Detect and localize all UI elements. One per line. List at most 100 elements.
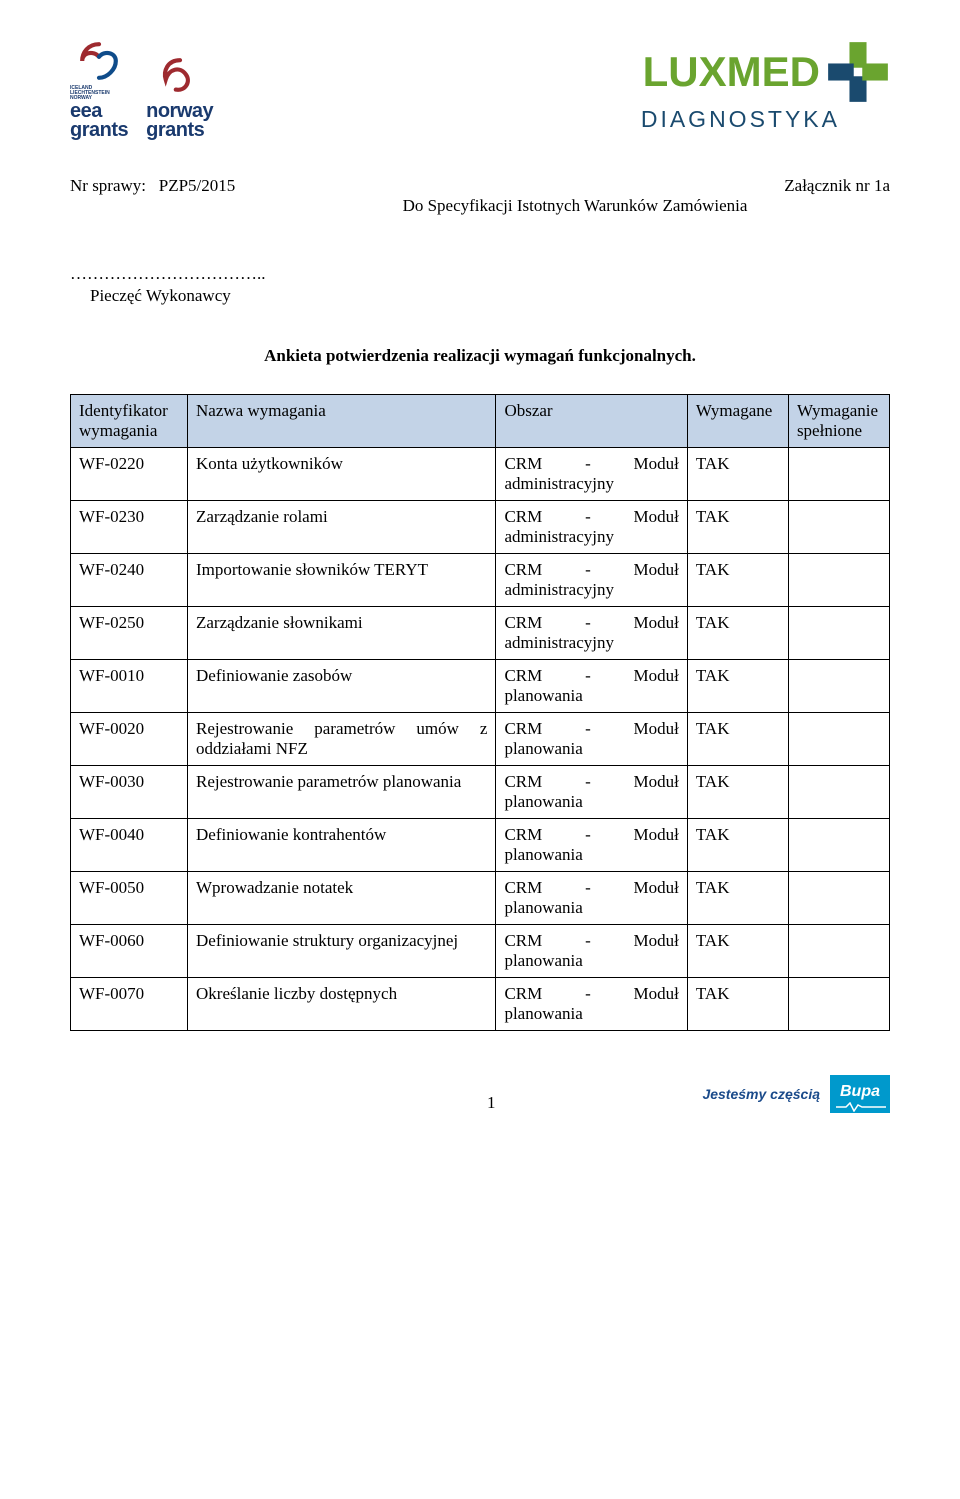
- cell-required: TAK: [687, 607, 788, 660]
- bupa-tagline: Jesteśmy częścią: [702, 1086, 820, 1102]
- cell-id: WF-0010: [71, 660, 188, 713]
- cell-fulfilled: [788, 713, 889, 766]
- cell-fulfilled: [788, 501, 889, 554]
- cell-area: CRM-Moduładministracyjny: [496, 501, 687, 554]
- table-row: WF-0220Konta użytkownikówCRM-Moduładmini…: [71, 448, 890, 501]
- cell-area: CRM-Moduładministracyjny: [496, 448, 687, 501]
- cell-name: Rejestrowanie parametrów umów z oddziała…: [188, 713, 496, 766]
- cell-name: Konta użytkowników: [188, 448, 496, 501]
- cell-id: WF-0240: [71, 554, 188, 607]
- cell-name: Definiowanie struktury organizacyjnej: [188, 925, 496, 978]
- cell-required: TAK: [687, 713, 788, 766]
- cell-area: CRM-Moduładministracyjny: [496, 554, 687, 607]
- cell-required: TAK: [687, 660, 788, 713]
- case-no-value: PZP5/2015: [159, 176, 236, 195]
- cell-area: CRM-Modułplanowania: [496, 660, 687, 713]
- cell-fulfilled: [788, 872, 889, 925]
- cell-required: TAK: [687, 448, 788, 501]
- cell-name: Rejestrowanie parametrów planowania: [188, 766, 496, 819]
- luxmed-main-text: LUXMED: [643, 51, 820, 93]
- luxmed-logo: LUXMED DIAGNOSTYKA: [641, 40, 890, 133]
- requirements-table: Identyfikator wymagania Nazwa wymagania …: [70, 394, 890, 1031]
- norway-grants-logo: norwaygrants: [146, 56, 213, 140]
- cell-id: WF-0040: [71, 819, 188, 872]
- cell-name: Wprowadzanie notatek: [188, 872, 496, 925]
- cell-name: Definiowanie zasobów: [188, 660, 496, 713]
- table-row: WF-0250Zarządzanie słownikamiCRM-Moduład…: [71, 607, 890, 660]
- bupa-mark: Bupa: [830, 1075, 890, 1113]
- cell-name: Definiowanie kontrahentów: [188, 819, 496, 872]
- cell-area: CRM-Modułplanowania: [496, 713, 687, 766]
- luxmed-sub-text: DIAGNOSTYKA: [641, 106, 840, 133]
- cell-area: CRM-Modułplanowania: [496, 925, 687, 978]
- heartbeat-icon: [836, 1102, 886, 1112]
- th-area: Obszar: [496, 395, 687, 448]
- bupa-mark-text: Bupa: [840, 1083, 880, 1100]
- cell-fulfilled: [788, 660, 889, 713]
- table-row: WF-0060Definiowanie struktury organizacy…: [71, 925, 890, 978]
- table-row: WF-0010Definiowanie zasobówCRM-Modułplan…: [71, 660, 890, 713]
- eea-text: eeagrants: [70, 102, 128, 140]
- cell-required: TAK: [687, 978, 788, 1031]
- cell-required: TAK: [687, 554, 788, 607]
- table-row: WF-0230Zarządzanie rolamiCRM-Moduładmini…: [71, 501, 890, 554]
- luxmed-cross-icon: [826, 40, 890, 104]
- cell-name: Zarządzanie słownikami: [188, 607, 496, 660]
- eea-swirl-icon: [78, 40, 120, 82]
- cell-id: WF-0220: [71, 448, 188, 501]
- cell-id: WF-0230: [71, 501, 188, 554]
- grants-logos-group: ICELAND LIECHTENSTEIN NORWAY eeagrants n…: [70, 40, 213, 140]
- cell-fulfilled: [788, 819, 889, 872]
- cell-required: TAK: [687, 819, 788, 872]
- th-fulfilled: Wymaganie spełnione: [788, 395, 889, 448]
- header-logos: ICELAND LIECHTENSTEIN NORWAY eeagrants n…: [70, 40, 890, 140]
- cell-required: TAK: [687, 872, 788, 925]
- eea-grants-logo: ICELAND LIECHTENSTEIN NORWAY eeagrants: [70, 40, 128, 140]
- cell-required: TAK: [687, 501, 788, 554]
- table-row: WF-0030Rejestrowanie parametrów planowan…: [71, 766, 890, 819]
- case-number: Nr sprawy: PZP5/2015: [70, 176, 235, 196]
- cell-id: WF-0020: [71, 713, 188, 766]
- cell-required: TAK: [687, 766, 788, 819]
- cell-name: Zarządzanie rolami: [188, 501, 496, 554]
- cell-id: WF-0030: [71, 766, 188, 819]
- table-row: WF-0020Rejestrowanie parametrów umów z o…: [71, 713, 890, 766]
- norway-text: norwaygrants: [146, 102, 213, 140]
- table-row: WF-0240Importowanie słowników TERYTCRM-M…: [71, 554, 890, 607]
- th-name: Nazwa wymagania: [188, 395, 496, 448]
- th-id: Identyfikator wymagania: [71, 395, 188, 448]
- table-row: WF-0070Określanie liczby dostępnychCRM-M…: [71, 978, 890, 1031]
- signature-dots: ……………………………..: [70, 264, 890, 284]
- page-number: 1: [190, 1093, 702, 1113]
- cell-area: CRM-Modułplanowania: [496, 819, 687, 872]
- cell-fulfilled: [788, 448, 889, 501]
- page-footer: 1 Jesteśmy częścią Bupa: [70, 1075, 890, 1113]
- stamp-label: Pieczęć Wykonawcy: [90, 286, 890, 306]
- cell-name: Importowanie słowników TERYT: [188, 554, 496, 607]
- cell-fulfilled: [788, 554, 889, 607]
- cell-name: Określanie liczby dostępnych: [188, 978, 496, 1031]
- cell-fulfilled: [788, 766, 889, 819]
- table-row: WF-0040Definiowanie kontrahentówCRM-Modu…: [71, 819, 890, 872]
- cell-id: WF-0050: [71, 872, 188, 925]
- th-required: Wymagane: [687, 395, 788, 448]
- cell-fulfilled: [788, 978, 889, 1031]
- cell-area: CRM-Modułplanowania: [496, 978, 687, 1031]
- attachment-label: Załącznik nr 1a: [784, 176, 890, 196]
- eea-small-text: ICELAND LIECHTENSTEIN NORWAY: [70, 86, 128, 101]
- cell-id: WF-0250: [71, 607, 188, 660]
- norway-swirl-icon: [159, 56, 201, 98]
- case-no-label: Nr sprawy:: [70, 176, 146, 195]
- table-header-row: Identyfikator wymagania Nazwa wymagania …: [71, 395, 890, 448]
- cell-area: CRM-Modułplanowania: [496, 766, 687, 819]
- cell-area: CRM-Moduładministracyjny: [496, 607, 687, 660]
- cell-id: WF-0070: [71, 978, 188, 1031]
- cell-fulfilled: [788, 925, 889, 978]
- cell-area: CRM-Modułplanowania: [496, 872, 687, 925]
- cell-required: TAK: [687, 925, 788, 978]
- bupa-logo: Jesteśmy częścią Bupa: [702, 1075, 890, 1113]
- cell-id: WF-0060: [71, 925, 188, 978]
- meta-row: Nr sprawy: PZP5/2015 Załącznik nr 1a: [70, 176, 890, 196]
- table-row: WF-0050Wprowadzanie notatekCRM-Modułplan…: [71, 872, 890, 925]
- spec-line: Do Specyfikacji Istotnych Warunków Zamów…: [70, 196, 890, 216]
